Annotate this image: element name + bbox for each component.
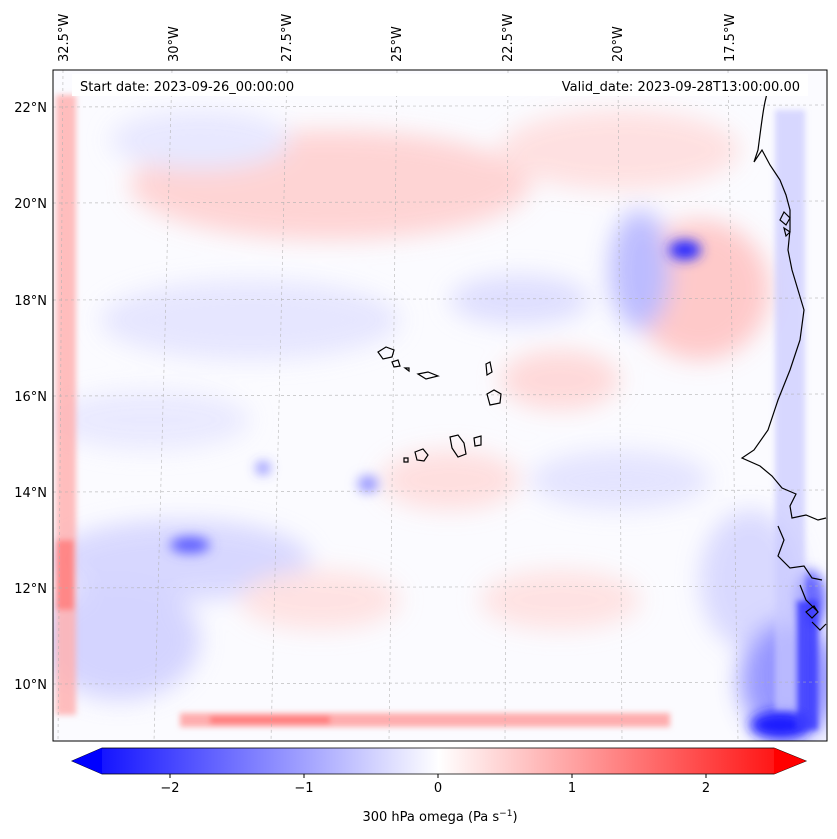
- lat-label: 16°N: [14, 390, 47, 405]
- boa-vista: [486, 389, 502, 406]
- brava: [403, 457, 409, 463]
- colorbar-label-exponent: −1: [499, 809, 512, 819]
- fogo: [414, 448, 429, 462]
- colorbar-bar: [70, 747, 808, 775]
- cape-verde-islands: [377, 346, 502, 463]
- colorbar-label-end: ): [512, 810, 517, 825]
- latitude-labels: 22°N 20°N 18°N 16°N 14°N 12°N 10°N: [14, 101, 47, 693]
- colorbar-tick-label: 2: [702, 781, 710, 796]
- coast-islet-2: [783, 226, 791, 238]
- map-frame: [52, 69, 828, 742]
- lat-label: 18°N: [14, 294, 47, 309]
- africa-coast: [740, 87, 827, 631]
- sao-nicolau: [416, 371, 440, 380]
- lon-label: 20°W: [611, 26, 626, 62]
- maio: [473, 435, 482, 447]
- colorbar: −2 −1 0 1 2 300 hPa omega (Pa s−1): [70, 747, 808, 825]
- coastlines: [377, 87, 827, 631]
- lat-label: 20°N: [14, 197, 47, 212]
- santiago: [449, 434, 467, 458]
- omega-field: [53, 95, 827, 740]
- lat-label: 22°N: [14, 101, 47, 116]
- map-panel: [53, 70, 827, 741]
- colorbar-tick-label: −2: [160, 781, 179, 796]
- date-banner: [72, 74, 808, 96]
- colorbar-label: 300 hPa omega (Pa s−1): [362, 809, 517, 825]
- colorbar-extend-min: [72, 748, 102, 774]
- valid-date-label: Valid_date: 2023-09-28T13:00:00.00: [562, 80, 800, 95]
- coast-islet-3: [805, 605, 819, 619]
- start-date-label: Start date: 2023-09-26_00:00:00: [80, 80, 294, 95]
- colorbar-tick-label: 0: [434, 781, 442, 796]
- lon-label: 30°W: [167, 26, 182, 62]
- lat-label: 14°N: [14, 486, 47, 501]
- longitude-labels: 32.5°W 30°W 27.5°W 25°W 22.5°W 20°W 17.5…: [57, 14, 738, 62]
- coast-islet-1: [779, 210, 791, 226]
- lon-label: 27.5°W: [280, 14, 295, 62]
- graticule: [53, 70, 827, 741]
- santo-antao: [377, 346, 395, 360]
- sao-vicente: [391, 359, 401, 368]
- santa-luzia: [403, 367, 410, 373]
- colorbar-extend-max: [774, 748, 806, 774]
- colorbar-tick-label: 1: [568, 781, 576, 796]
- colorbar-tick-label: −1: [294, 781, 313, 796]
- colorbar-label-main: 300 hPa omega (Pa s: [362, 810, 499, 825]
- lon-label: 22.5°W: [501, 14, 516, 62]
- lon-label: 17.5°W: [723, 14, 738, 62]
- sal: [485, 361, 493, 377]
- lon-label: 32.5°W: [57, 14, 72, 62]
- lat-label: 12°N: [14, 582, 47, 597]
- lon-label: 25°W: [390, 26, 405, 62]
- lat-label: 10°N: [14, 678, 47, 693]
